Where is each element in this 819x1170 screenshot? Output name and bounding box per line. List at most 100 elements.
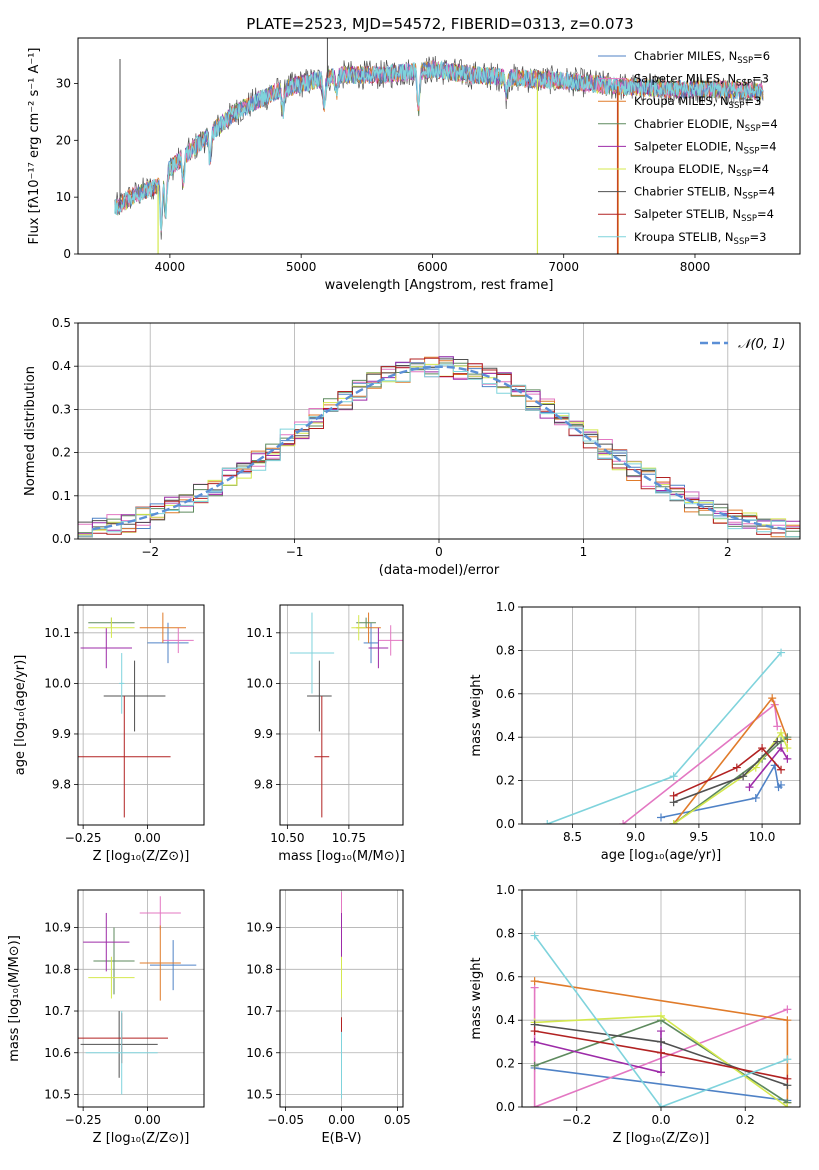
weight-marker (783, 1016, 792, 1025)
x-tick-label: 8000 (680, 260, 711, 274)
grid-lines (280, 605, 403, 825)
weight-marker (751, 793, 760, 802)
y-axis-label: Flux [fλ10⁻¹⁷ erg cm⁻² s⁻¹ A⁻¹] (27, 48, 42, 245)
legend-prefix: Kroupa MILES, N (634, 94, 729, 108)
y-tick-label: 0.4 (496, 1013, 515, 1027)
y-tick-label: 0.3 (52, 402, 71, 416)
tick-marks (276, 927, 398, 1111)
x-tick-label: 1 (580, 545, 588, 559)
y-tick-label: 9.9 (254, 727, 273, 741)
y-axis-label: mass weight (469, 957, 484, 1039)
spectrum-lines (114, 38, 764, 254)
legend-sub: SSP (744, 146, 760, 156)
legend-sub: SSP (741, 214, 757, 224)
y-axis-label: Normed distribution (23, 366, 38, 496)
residual-hist-kroupa-stelib (78, 362, 800, 538)
tick-marks (74, 83, 696, 258)
tick-marks (276, 632, 350, 829)
weight-marker (758, 744, 767, 753)
gaussian-curve (92, 365, 786, 531)
weight-marker (745, 783, 754, 792)
weight-line-kroupa-elodie (673, 731, 789, 824)
x-axis-label: Z [log₁₀(Z/Z⊙)] (613, 1131, 710, 1146)
x-axis-label: wavelength [Angstrom, rest frame] (325, 278, 554, 293)
error-bars (78, 612, 194, 818)
legend-prefix: Chabrier STELIB, N (634, 185, 742, 199)
y-tick-label: 0.8 (496, 926, 515, 940)
x-axis-label: age [log₁₀(age/yr)] (601, 848, 722, 863)
legend-suffix: =3 (749, 230, 766, 244)
y-tick-label: 0.2 (496, 774, 515, 788)
x-tick-label: 9.0 (626, 830, 645, 844)
legend-prefix: Kroupa ELODIE, N (634, 162, 736, 176)
legend-suffix: =4 (760, 139, 777, 153)
x-tick-label: 0.00 (328, 1113, 355, 1127)
weight-line-salpeter-stelib (673, 746, 782, 797)
weight-marker (777, 728, 786, 737)
weight-marker (783, 1074, 792, 1083)
x-tick-label: 0.05 (384, 1113, 411, 1127)
weight-marker (777, 765, 786, 774)
weight-marker (783, 733, 792, 742)
x-tick-label: 0 (435, 545, 443, 559)
y-tick-label: 9.9 (52, 727, 71, 741)
axes-frame (77, 604, 205, 826)
legend-entry: Chabrier STELIB, NSSP=4 (634, 185, 775, 202)
legend-prefix: Salpeter ELODIE, N (634, 139, 744, 153)
weight-marker (657, 1027, 665, 1036)
legend-entry: Kroupa MILES, NSSP=3 (634, 94, 761, 111)
legend-sub: SSP (745, 124, 761, 134)
weight-marker (739, 772, 748, 781)
legend-entry: Kroupa ELODIE, NSSP=4 (634, 162, 769, 179)
mass-vs-Z-panel: −0.25 0.00 10.5 10.6 10.7 10.8 10.9 Z [log₁₀(Z/… (7, 889, 205, 1146)
legend-suffix: =6 (753, 49, 770, 63)
x-tick-label: 0.00 (134, 1113, 161, 1127)
spectrum-line-kroupa-stelib (114, 60, 764, 231)
legend-suffix: =4 (761, 117, 778, 131)
x-tick-label: −0.25 (65, 831, 102, 845)
weight-marker (530, 977, 539, 986)
gaussian-legend-label: 𝒩(0, 1) (738, 337, 785, 352)
y-tick-label: 10.8 (44, 962, 71, 976)
weight-marker (657, 1103, 665, 1107)
x-tick-label: −0.2 (562, 1113, 591, 1127)
weight-marker (657, 1011, 665, 1020)
weight-marker (669, 772, 678, 781)
grid-lines (78, 605, 204, 825)
weight-marker (657, 1048, 665, 1057)
weight-marker (783, 1005, 792, 1014)
y-tick-label: 10 (56, 190, 71, 204)
weight-line-kroupa-stelib (533, 935, 788, 1107)
weight-marker (619, 820, 628, 824)
x-tick-label: 10.50 (270, 831, 304, 845)
weight-marker (768, 694, 777, 703)
y-tick-label: 10.5 (246, 1087, 273, 1101)
weight-marker (783, 754, 792, 763)
legend-sub: SSP (737, 56, 753, 66)
y-tick-label: 10.0 (246, 676, 273, 690)
legend-prefix: Chabrier MILES, N (634, 49, 737, 63)
y-tick-label: 10.1 (246, 626, 273, 640)
y-tick-label: 10.7 (44, 1004, 71, 1018)
legend-entry: Salpeter STELIB, NSSP=4 (634, 207, 774, 224)
weight-line-chabrier-miles (534, 1067, 788, 1102)
y-tick-label: 10.9 (44, 921, 71, 935)
weight-vs-age-panel: 8.5 9.0 9.5 10.0 0.0 0.2 0.4 0.6 0.8 1.0 age [log₁… (469, 600, 801, 863)
legend-sub: SSP (742, 192, 758, 202)
y-tick-label: 10.9 (246, 921, 273, 935)
tick-marks (518, 889, 746, 1111)
x-tick-label: −0.25 (65, 1113, 102, 1127)
weight-vs-Z-panel: −0.2 0.0 0.2 0.0 0.2 0.4 0.6 0.8 1.0 Z [log₁₀(Z/Z… (469, 883, 801, 1146)
weight-marker (530, 1103, 539, 1107)
y-axis-label: mass [log₁₀(M/M⊙)] (7, 935, 22, 1062)
weight-marker (777, 780, 786, 789)
y-tick-label: 0 (63, 247, 71, 261)
x-tick-label: −2 (141, 545, 159, 559)
weight-marker (657, 1068, 665, 1077)
y-tick-label: 20 (56, 133, 71, 147)
axes-frame (77, 322, 801, 540)
x-axis-label: Z [log₁₀(Z/Z⊙)] (93, 849, 190, 864)
tick-marks (74, 322, 729, 543)
